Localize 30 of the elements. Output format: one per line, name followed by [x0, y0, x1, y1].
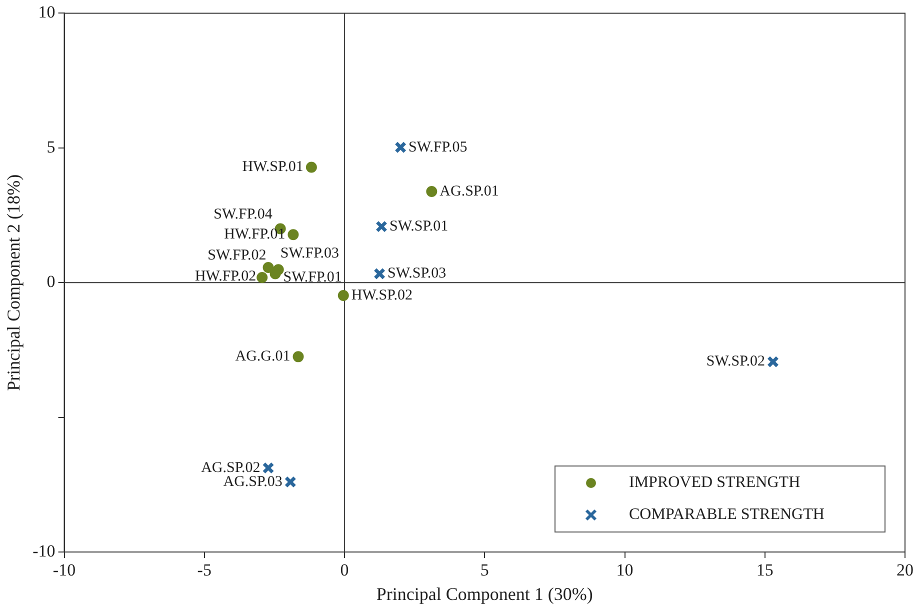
annotation: AG.G.01 — [235, 348, 290, 365]
legend-label: IMPROVED STRENGTH — [629, 474, 801, 492]
x-tick-label: 5 — [480, 560, 489, 580]
annotation: SW.FP.04 — [214, 206, 273, 223]
annotation: SW.FP.03 — [280, 246, 340, 262]
y-tick-label: 5 — [46, 137, 56, 156]
y-axis-title: Principal Component 2 (18%) — [4, 174, 24, 391]
annotation: SW.FP.01 — [283, 270, 342, 286]
y-tick-label: 0 — [46, 272, 56, 292]
annotation: HW.SP.01 — [242, 159, 304, 176]
annotation: HW.FP.02 — [194, 268, 256, 284]
x-axis-title: Principal Component 1 (30%) — [376, 584, 593, 604]
annotation: SW.SP.01 — [390, 218, 448, 234]
x-tick-label: 20 — [896, 560, 914, 580]
y-tick-label: 10 — [38, 2, 56, 22]
y-tick-label: -10 — [32, 541, 56, 560]
x-tick-label: 10 — [616, 560, 634, 580]
annotation: HW.FP.01 — [224, 226, 286, 243]
annotation: SW.FP.05 — [408, 139, 468, 156]
legend-label: COMPARABLE STRENGTH — [629, 506, 825, 524]
x-tick-label: 15 — [756, 560, 774, 580]
annotation: AG.SP.02 — [201, 460, 260, 476]
annotation: AG.SP.01 — [440, 183, 499, 200]
annotation: SW.SP.03 — [388, 266, 446, 282]
annotation: SW.FP.02 — [208, 247, 266, 264]
annotation: AG.SP.03 — [223, 474, 282, 490]
annotation: SW.SP.02 — [706, 354, 766, 370]
x-tick-label: 0 — [340, 560, 349, 580]
annotation: HW.SP.02 — [351, 287, 413, 304]
x-tick-label: -5 — [197, 560, 212, 580]
